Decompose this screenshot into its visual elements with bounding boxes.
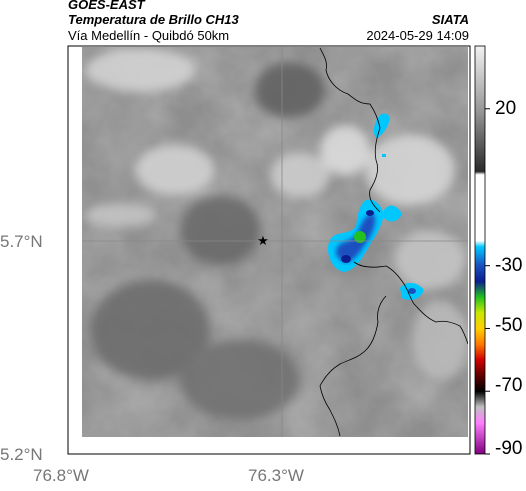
border-line-south	[319, 295, 387, 437]
convective-cell-small	[382, 154, 386, 157]
colorbar-label: -30	[495, 255, 523, 276]
source-label: SIATA	[431, 12, 469, 27]
timestamp-label: 2024-05-29 14:09	[366, 28, 469, 43]
brightness-field	[82, 47, 468, 437]
border-line	[319, 47, 468, 345]
colorbar	[474, 45, 486, 455]
lat-label-5.2: 5.2°N	[0, 445, 43, 464]
convective-cell-east	[384, 205, 402, 222]
colorbar-ticks	[485, 108, 490, 455]
convective-cell-main	[327, 199, 384, 272]
lat-label-5.7: 5.7°N	[0, 232, 43, 251]
colorbar-label: -90	[495, 438, 523, 459]
colorbar-label: -50	[495, 315, 523, 336]
satellite-name: GOES-EAST	[68, 0, 145, 12]
lon-label-76.8: 76.8°W	[33, 466, 89, 485]
colorbar-label: -70	[495, 375, 523, 396]
star-marker: ★	[257, 233, 269, 248]
colorbar-label: 20	[495, 98, 517, 119]
lon-label-76.3: 76.3°W	[248, 466, 304, 485]
region-label: Vía Medellín - Quibdó 50km	[68, 28, 230, 43]
product-title: Temperatura de Brillo CH13	[68, 12, 239, 27]
